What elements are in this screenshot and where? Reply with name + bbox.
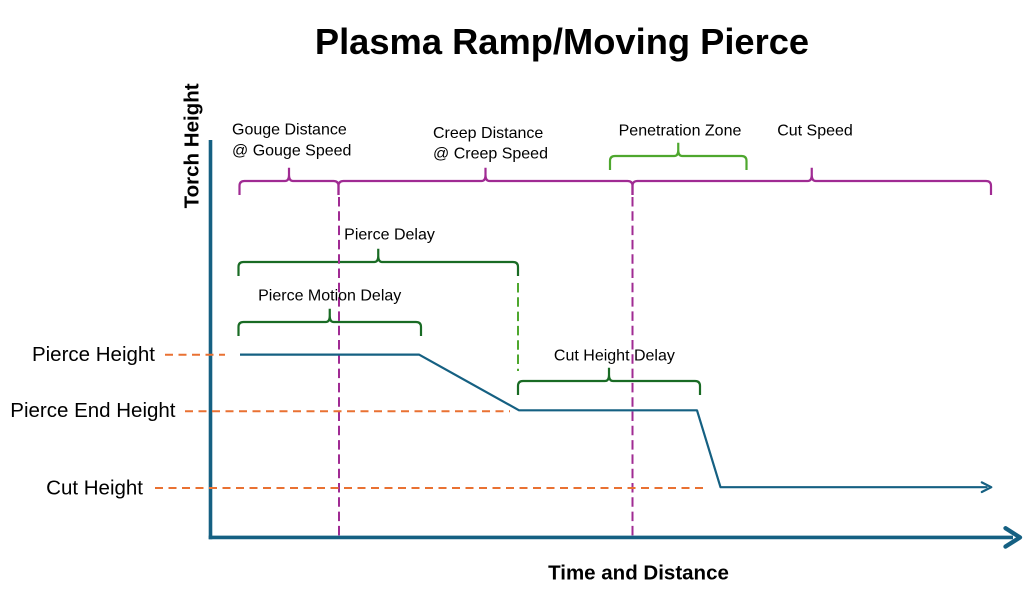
svg-text:Cut Speed: Cut Speed — [777, 123, 853, 140]
svg-text:Plasma Ramp/Moving Pierce: Plasma Ramp/Moving Pierce — [315, 21, 809, 62]
svg-text:Pierce Delay: Pierce Delay — [344, 227, 435, 244]
svg-text:Pierce Motion Delay: Pierce Motion Delay — [258, 288, 401, 305]
svg-text:Cut Height Delay: Cut Height Delay — [554, 348, 675, 365]
svg-text:Cut Height: Cut Height — [46, 477, 143, 500]
svg-text:Torch Height: Torch Height — [181, 83, 204, 208]
svg-text:Gouge Distance: Gouge Distance — [232, 122, 347, 139]
svg-text:Pierce End Height: Pierce End Height — [10, 399, 176, 422]
svg-text:Penetration Zone: Penetration Zone — [619, 123, 742, 140]
svg-text:@ Creep Speed: @ Creep Speed — [433, 146, 548, 163]
svg-text:Creep Distance: Creep Distance — [433, 125, 543, 142]
svg-text:Pierce Height: Pierce Height — [32, 343, 155, 366]
svg-text:@ Gouge Speed: @ Gouge Speed — [232, 143, 351, 160]
svg-text:Time and Distance: Time and Distance — [548, 562, 729, 585]
